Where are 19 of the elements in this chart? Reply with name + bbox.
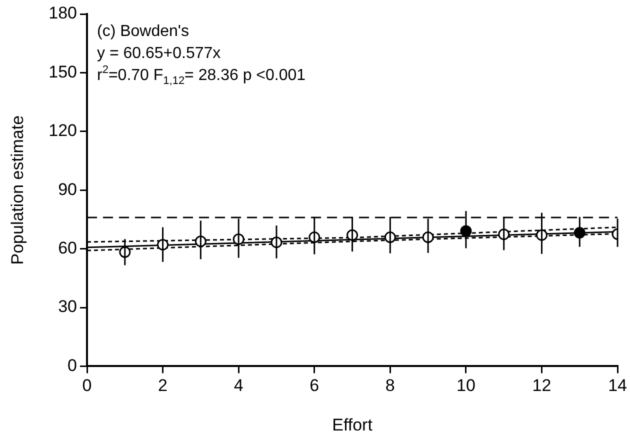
x-tick-label: 2 xyxy=(158,376,168,396)
y-axis-title: Population estimate xyxy=(8,115,27,265)
x-tick-label: 4 xyxy=(234,376,244,396)
annotation: (c) Bowden's xyxy=(97,23,189,40)
y-tick-label: 60 xyxy=(58,238,77,258)
x-axis-title: Effort xyxy=(332,415,373,434)
y-tick-label: 90 xyxy=(58,180,77,199)
x-tick-label: 8 xyxy=(385,376,395,396)
x-tick-label: 12 xyxy=(532,376,552,396)
x-tick-label: 0 xyxy=(82,376,92,396)
y-tick-label: 120 xyxy=(48,121,77,140)
annotation: y = 60.65+0.577x xyxy=(97,45,221,62)
x-tick-label: 14 xyxy=(608,376,628,396)
y-tick-label: 30 xyxy=(58,297,77,316)
y-tick-label: 150 xyxy=(48,62,77,82)
y-tick-label: 180 xyxy=(48,4,77,23)
y-tick-label: 0 xyxy=(68,356,77,375)
x-tick-label: 10 xyxy=(456,376,476,396)
x-tick-label: 6 xyxy=(310,376,320,396)
